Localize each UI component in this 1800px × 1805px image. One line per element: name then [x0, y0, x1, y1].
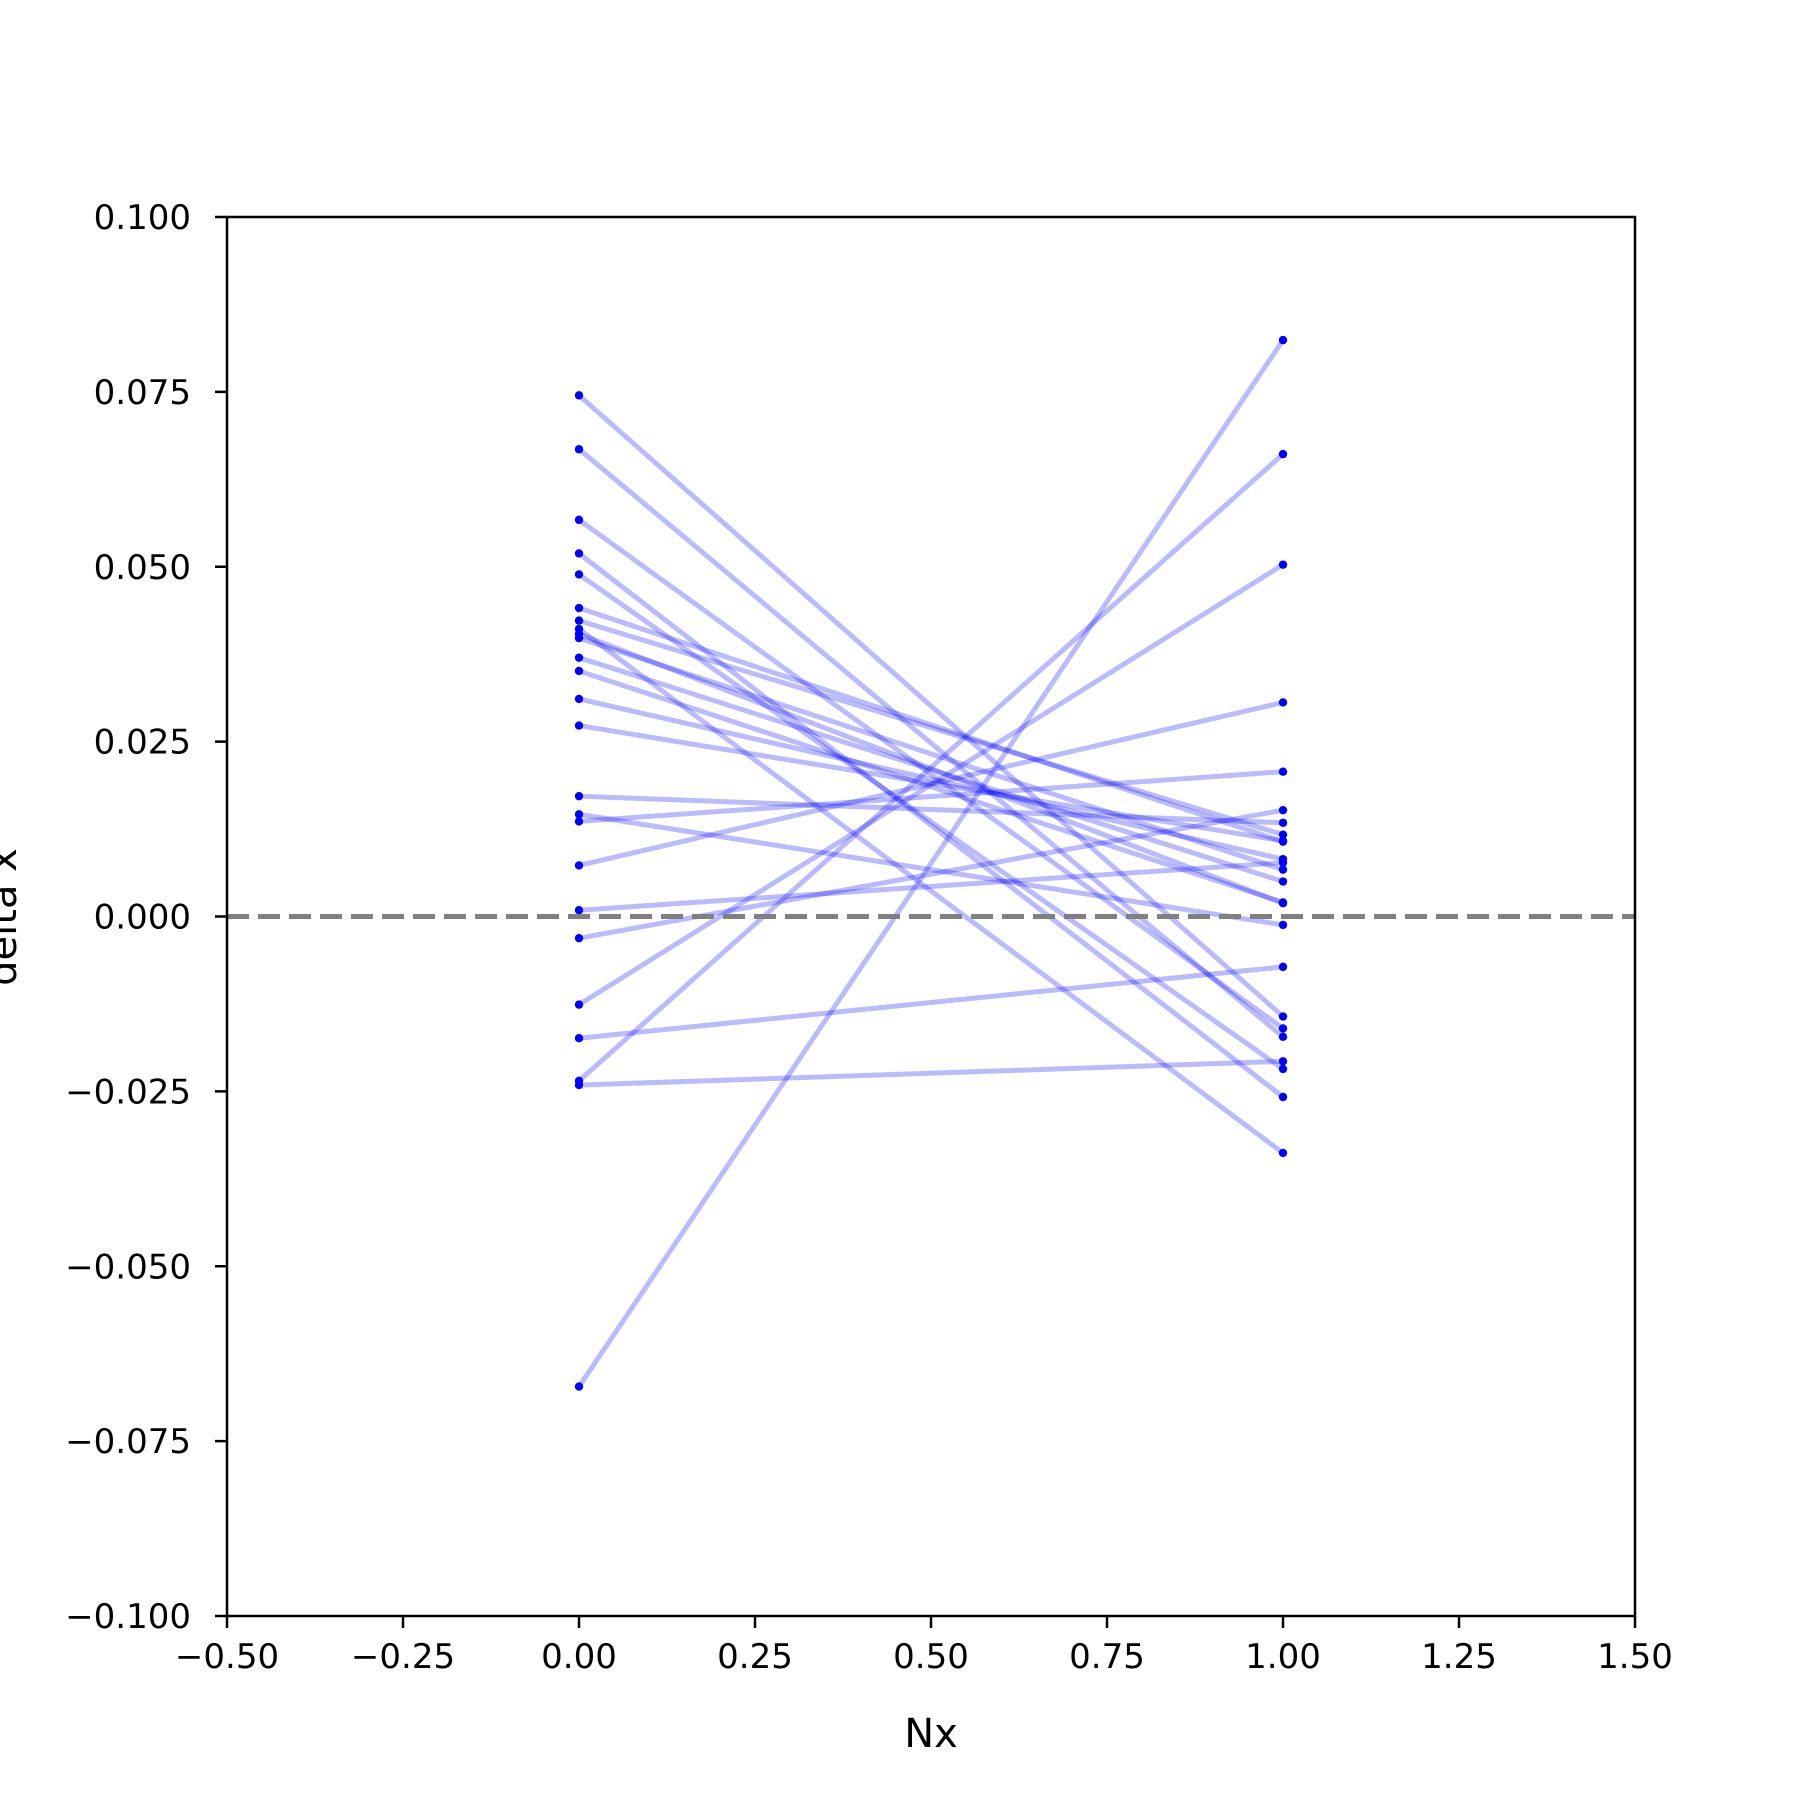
series-line-23: [578, 793, 1284, 826]
y-tick-label: −0.025: [65, 1072, 191, 1112]
data-point-12-2: [1278, 1024, 1288, 1033]
data-point-24-1: [574, 810, 584, 819]
data-point-8-1: [574, 1080, 584, 1090]
data-point-6-2: [1278, 805, 1288, 815]
data-point-8-2: [1278, 1057, 1288, 1066]
y-tick-label: 0.025: [94, 723, 191, 763]
x-tick-label: −0.50: [175, 1637, 279, 1677]
series-line-17: [578, 631, 1284, 906]
data-point-19-2: [1278, 877, 1288, 886]
data-point-13-1: [574, 549, 584, 558]
series-line-18: [578, 635, 1284, 873]
y-tick-label: 0.075: [94, 373, 191, 413]
data-point-1-2: [1278, 335, 1288, 345]
data-point-20-1: [574, 666, 584, 676]
data-point-7-1: [574, 1034, 584, 1043]
data-point-23-2: [1278, 818, 1288, 827]
data-point-14-2: [1278, 1064, 1288, 1074]
series-line-10: [577, 393, 1285, 1019]
series-line-13: [577, 551, 1285, 1099]
data-point-21-1: [574, 694, 584, 704]
series-line-2: [577, 452, 1285, 1083]
data-point-25-2: [1278, 1148, 1288, 1158]
y-tick-label: 0.050: [94, 548, 191, 588]
data-point-3-2: [1278, 560, 1288, 569]
data-point-18-2: [1278, 865, 1288, 874]
series-line-25: [577, 626, 1285, 1155]
series-line-22: [578, 723, 1284, 844]
y-tick-label: −0.075: [65, 1422, 191, 1462]
data-point-23-1: [574, 791, 584, 801]
data-point-22-2: [1278, 836, 1288, 846]
data-point-11-1: [574, 445, 584, 454]
series-line-3: [577, 562, 1285, 1007]
series-line-12: [577, 517, 1285, 1031]
data-point-5-1: [574, 906, 584, 915]
series-line-19: [578, 655, 1284, 884]
series-line-20: [578, 668, 1284, 905]
series-line-21: [578, 696, 1284, 862]
series-line-4: [578, 700, 1284, 868]
series-line-9: [578, 769, 1284, 824]
x-tick-label: 1.50: [1597, 1637, 1673, 1677]
data-point-21-2: [1278, 854, 1288, 864]
series-layer: [574, 335, 1288, 1391]
series-line-24: [578, 811, 1284, 928]
series-line-16: [578, 618, 1284, 838]
series-line-14: [577, 572, 1285, 1072]
series-line-1: [576, 338, 1286, 1388]
x-axis-label: Nx: [904, 1711, 958, 1757]
data-point-15-1: [574, 603, 584, 613]
data-point-1-1: [574, 1382, 584, 1391]
x-tick-label: 0.25: [717, 1637, 793, 1677]
data-point-20-2: [1278, 898, 1288, 907]
data-point-16-1: [574, 616, 584, 625]
y-tick-label: 0.000: [94, 898, 191, 938]
data-point-3-1: [574, 1000, 584, 1009]
data-point-2-2: [1278, 449, 1288, 459]
series-line-8: [578, 1058, 1284, 1088]
y-axis-label: delta x: [0, 848, 26, 986]
x-axis: −0.50 −0.25 0.00 0.25 0.50 0.75 1.00 1.25 1.50: [175, 1616, 1673, 1677]
series-line-5: [578, 860, 1284, 913]
y-tick-label: −0.050: [65, 1247, 191, 1287]
data-point-13-2: [1278, 1092, 1288, 1102]
x-tick-label: 1.00: [1245, 1637, 1321, 1677]
y-tick-label: 0.100: [94, 198, 191, 238]
data-point-9-1: [574, 817, 584, 826]
data-point-24-2: [1278, 920, 1288, 930]
x-tick-label: −0.25: [351, 1637, 455, 1677]
data-point-16-2: [1278, 830, 1288, 839]
data-point-4-2: [1278, 698, 1288, 707]
y-axis: 0.100 0.075 0.050 0.025 0.000 −0.025 −0.050 −0.…: [65, 198, 227, 1637]
data-point-6-1: [574, 933, 584, 943]
data-point-4-1: [574, 861, 584, 870]
data-point-10-2: [1278, 1012, 1288, 1021]
series-line-15: [578, 605, 1284, 845]
data-point-7-2: [1278, 962, 1288, 972]
data-point-18-1: [574, 633, 584, 643]
x-tick-label: 1.25: [1421, 1637, 1497, 1677]
x-tick-label: 0.50: [893, 1637, 969, 1677]
y-tick-label: −0.100: [65, 1597, 191, 1637]
data-point-9-2: [1278, 767, 1288, 776]
data-point-22-1: [574, 721, 584, 730]
data-point-25-1: [574, 624, 584, 634]
data-point-14-1: [574, 570, 584, 579]
data-point-12-1: [574, 515, 584, 525]
x-tick-label: 0.75: [1069, 1637, 1145, 1677]
series-line-7: [578, 964, 1284, 1041]
x-tick-label: 0.00: [541, 1637, 617, 1677]
data-point-10-1: [574, 391, 584, 400]
data-point-19-1: [574, 653, 584, 662]
data-point-11-2: [1278, 1032, 1288, 1042]
series-line-11: [577, 447, 1285, 1039]
